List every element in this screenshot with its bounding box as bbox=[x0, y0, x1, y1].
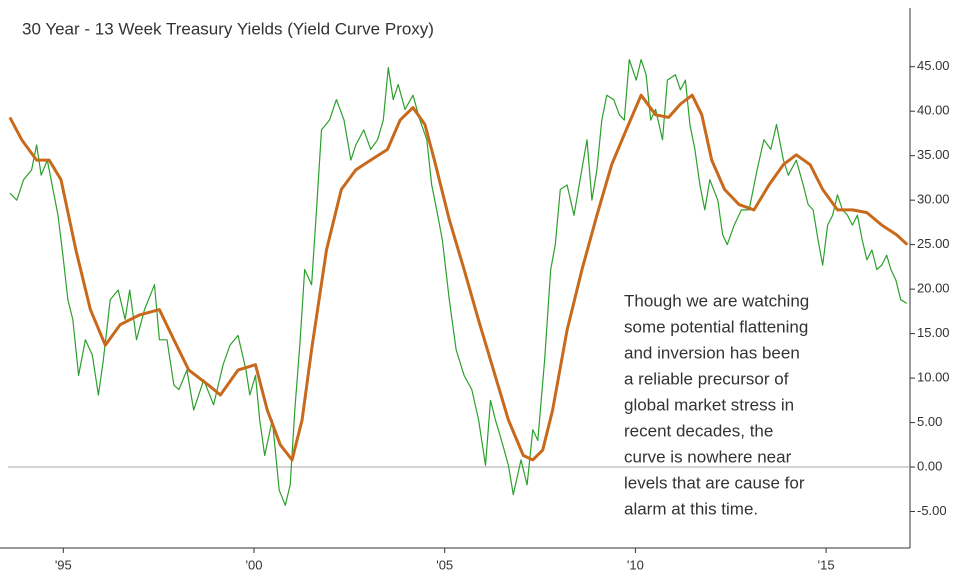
y-tick-label: 5.00 bbox=[917, 414, 942, 429]
annotation-line: global market stress in bbox=[624, 395, 794, 414]
annotation-line: levels that are cause for bbox=[624, 473, 805, 492]
y-tick-label: 35.00 bbox=[917, 147, 950, 162]
y-tick-label: -5.00 bbox=[917, 503, 947, 518]
annotation-line: a reliable precursor of bbox=[624, 369, 789, 388]
annotation-line: Though we are watching bbox=[624, 291, 809, 310]
y-tick-label: 30.00 bbox=[917, 192, 950, 207]
y-tick-label: 0.00 bbox=[917, 458, 942, 473]
y-tick-label: 20.00 bbox=[917, 281, 950, 296]
y-tick-label: 25.00 bbox=[917, 236, 950, 251]
x-tick-label: '05 bbox=[436, 557, 453, 572]
chart-title: 30 Year - 13 Week Treasury Yields (Yield… bbox=[22, 19, 434, 38]
x-tick-label: '10 bbox=[627, 557, 644, 572]
x-tick-label: '95 bbox=[55, 557, 72, 572]
x-tick-label: '00 bbox=[246, 557, 263, 572]
annotation-line: recent decades, the bbox=[624, 421, 773, 440]
y-tick-label: 45.00 bbox=[917, 58, 950, 73]
y-tick-label: 40.00 bbox=[917, 103, 950, 118]
annotation-line: some potential flattening bbox=[624, 317, 808, 336]
annotation-line: and inversion has been bbox=[624, 343, 800, 362]
annotation-line: alarm at this time. bbox=[624, 499, 758, 518]
y-tick-label: 15.00 bbox=[917, 325, 950, 340]
annotation-line: curve is nowhere near bbox=[624, 447, 792, 466]
y-tick-label: 10.00 bbox=[917, 370, 950, 385]
x-tick-label: '15 bbox=[818, 557, 835, 572]
series-line bbox=[8, 93, 909, 462]
series-line bbox=[9, 59, 908, 506]
